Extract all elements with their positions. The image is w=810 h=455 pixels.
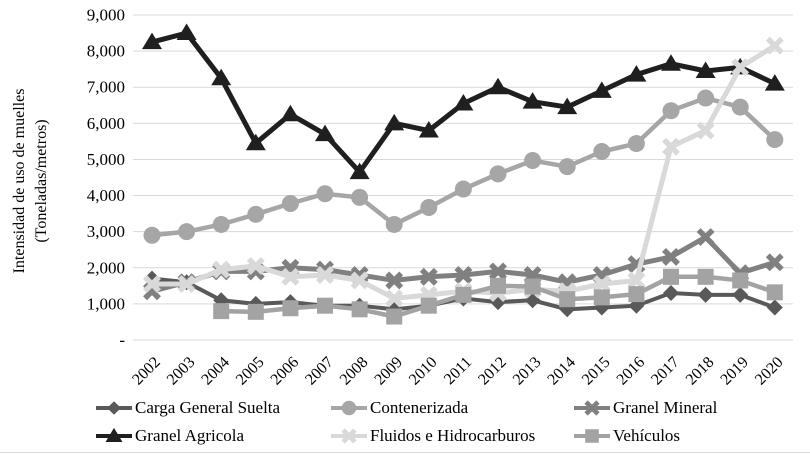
- circle-series-icon: [331, 400, 367, 415]
- legend-item-granel-mineral: Granel Mineral: [573, 394, 805, 421]
- legend: Carga General Suelta Contenerizada Grane…: [95, 394, 805, 449]
- svg-text:1,000: 1,000: [87, 294, 125, 313]
- svg-text:2014: 2014: [544, 354, 579, 389]
- svg-text:2013: 2013: [510, 354, 545, 389]
- triangle-series-icon: [96, 427, 132, 442]
- svg-text:2016: 2016: [614, 354, 649, 389]
- legend-label: Granel Mineral: [613, 397, 718, 417]
- svg-text:2012: 2012: [475, 354, 510, 389]
- legend-label: Vehículos: [613, 425, 681, 445]
- svg-text:3,000: 3,000: [87, 222, 125, 241]
- svg-text:2006: 2006: [268, 354, 303, 389]
- legend-label: Carga General Suelta: [135, 397, 281, 417]
- svg-text:2018: 2018: [683, 354, 718, 389]
- svg-text:2004: 2004: [198, 354, 233, 389]
- svg-text:2017: 2017: [648, 354, 683, 389]
- legend-item-contenerizada: Contenerizada: [330, 394, 573, 421]
- legend-label: Fluidos e Hidrocarburos: [370, 425, 536, 445]
- legend-label: Contenerizada: [370, 397, 469, 417]
- svg-text:5,000: 5,000: [87, 150, 125, 169]
- svg-text:2020: 2020: [752, 354, 787, 389]
- chart-frame-bottom-border: [0, 452, 810, 453]
- svg-text:2011: 2011: [441, 354, 475, 388]
- svg-text:4,000: 4,000: [87, 186, 125, 205]
- svg-text:8,000: 8,000: [87, 42, 125, 61]
- legend-item-carga-general-suelta: Carga General Suelta: [95, 394, 330, 421]
- svg-text:2019: 2019: [717, 354, 752, 389]
- legend-item-vehiculos: Vehículos: [573, 422, 805, 449]
- svg-text:6,000: 6,000: [87, 114, 125, 133]
- x-series-icon: [574, 399, 610, 416]
- x-light-series-icon: [331, 427, 367, 444]
- svg-text:-: -: [119, 331, 125, 350]
- square-series-icon: [574, 428, 610, 443]
- svg-text:2015: 2015: [579, 354, 614, 389]
- diamond-series-icon: [96, 400, 132, 415]
- svg-text:2010: 2010: [406, 354, 441, 389]
- svg-text:2003: 2003: [164, 354, 199, 389]
- svg-text:7,000: 7,000: [87, 78, 125, 97]
- svg-text:9,000: 9,000: [87, 6, 125, 25]
- svg-text:2007: 2007: [302, 354, 337, 389]
- legend-item-granel-agricola: Granel Agricola: [95, 422, 330, 449]
- svg-text:2002: 2002: [129, 354, 164, 389]
- legend-label: Granel Agricola: [135, 425, 245, 445]
- svg-text:2009: 2009: [371, 354, 406, 389]
- svg-text:2008: 2008: [337, 354, 372, 389]
- svg-text:2005: 2005: [233, 354, 268, 389]
- svg-text:2,000: 2,000: [87, 258, 125, 277]
- legend-item-fluidos-e-hidrocarburos: Fluidos e Hidrocarburos: [330, 422, 573, 449]
